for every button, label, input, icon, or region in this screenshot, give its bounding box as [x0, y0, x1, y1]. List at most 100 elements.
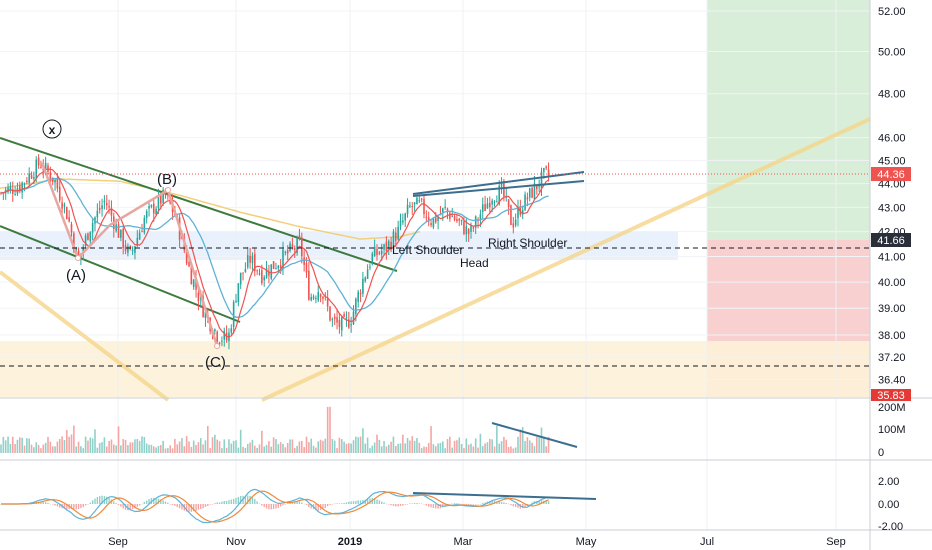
volume-bar — [465, 438, 468, 453]
volume-bar — [54, 446, 56, 453]
candle-body — [474, 216, 477, 228]
candle-body — [21, 182, 23, 193]
macd-hist-bar — [467, 504, 470, 505]
volume-bar — [21, 437, 23, 453]
macd-hist-bar — [200, 504, 202, 510]
time-tick-nov: Nov — [226, 536, 246, 548]
volume-bar — [317, 441, 320, 453]
macd-hist-bar — [204, 504, 207, 507]
candle-body — [418, 200, 421, 202]
volume-bar — [70, 434, 73, 453]
macd-hist-bar — [195, 504, 197, 511]
volume-bar — [387, 444, 390, 453]
candle-body — [409, 205, 411, 207]
left-shoulder-label: Left Shoulder — [392, 243, 463, 257]
candle-body — [536, 185, 538, 190]
candle-body — [364, 277, 367, 282]
macd-signal-line — [1, 490, 549, 523]
volume-bar — [207, 425, 209, 453]
volume-bar — [385, 446, 388, 453]
candle-body — [49, 172, 52, 181]
macd-hist-bar — [341, 503, 343, 504]
candle-body — [26, 180, 28, 183]
volume-bar — [122, 439, 124, 453]
macd-hist-bar — [218, 502, 221, 504]
volume-bar — [397, 443, 399, 453]
volume-bar — [258, 444, 261, 453]
candle-body — [246, 255, 249, 268]
candle-body — [272, 261, 275, 269]
volume-bar — [491, 439, 493, 453]
volume-bar — [540, 427, 543, 453]
macd-hist-bar — [268, 504, 270, 510]
volume-bar — [289, 439, 291, 453]
volume-bar — [383, 440, 385, 453]
volume-bar — [96, 447, 99, 453]
volume-bar — [14, 444, 16, 453]
price-tick-label: 41.00 — [878, 252, 906, 264]
candle-body — [216, 331, 218, 342]
candle-body — [489, 202, 491, 208]
candle-body — [0, 192, 2, 194]
macd-hist-bar — [141, 503, 143, 505]
macd-hist-bar — [244, 495, 247, 504]
macd-tick-0: 0.00 — [878, 499, 899, 511]
candle-body — [58, 186, 61, 201]
volume-bar — [127, 445, 129, 453]
volume-bar — [63, 440, 66, 453]
macd-hist-bar — [498, 501, 500, 504]
volume-bar — [9, 443, 12, 453]
volume-bar — [124, 439, 127, 453]
candle-body — [310, 296, 312, 301]
candle-body — [279, 265, 282, 268]
macd-hist-bar — [294, 502, 296, 504]
time-tick-may: May — [576, 536, 597, 548]
volume-bar — [517, 436, 519, 453]
macd-hist-bar — [343, 502, 345, 504]
volume-bar — [423, 446, 425, 453]
candle-body — [340, 317, 343, 331]
volume-bar — [110, 439, 113, 453]
volume-bar — [58, 438, 61, 453]
macd-hist-bar — [413, 503, 416, 504]
volume-bar — [305, 436, 308, 453]
macd-hist-bar — [385, 503, 388, 505]
volume-bar — [333, 440, 336, 453]
candle-body — [30, 175, 33, 179]
macd-hist-bar — [357, 500, 359, 504]
macd-hist-bar — [338, 503, 341, 504]
macd-hist-bar — [146, 500, 148, 504]
volume-bar — [0, 444, 2, 453]
candle-body — [155, 208, 157, 215]
macd-hist-bar — [392, 504, 395, 506]
candle-body — [345, 317, 348, 319]
candle-body — [315, 297, 317, 299]
macd-hist-bar — [263, 504, 265, 508]
candle-body — [420, 198, 423, 200]
volume-bar — [251, 439, 254, 453]
macd-hist-bar — [277, 504, 279, 508]
macd-hist-bar — [317, 504, 319, 511]
volume-bar — [246, 444, 249, 453]
volume-bar — [44, 442, 47, 453]
volume-bar — [514, 447, 517, 453]
candle-body — [524, 194, 526, 211]
candle-body — [138, 232, 141, 240]
candle-body — [521, 209, 524, 215]
volume-bar — [270, 446, 273, 453]
macd-hist-bar — [265, 504, 268, 509]
volume-bar — [26, 438, 28, 453]
volume-bar — [296, 445, 298, 453]
volume-bar — [150, 444, 153, 453]
candle-body — [122, 228, 124, 248]
volume-bar — [326, 406, 329, 453]
macd-hist-bar — [437, 504, 439, 509]
candle-body — [496, 201, 498, 203]
volume-bar — [395, 445, 397, 453]
candle-body — [303, 257, 305, 265]
candle-body — [275, 268, 277, 270]
volume-bar — [155, 447, 157, 453]
macd-hist-bar — [44, 502, 47, 504]
price-tick-label: 43.00 — [878, 202, 906, 214]
